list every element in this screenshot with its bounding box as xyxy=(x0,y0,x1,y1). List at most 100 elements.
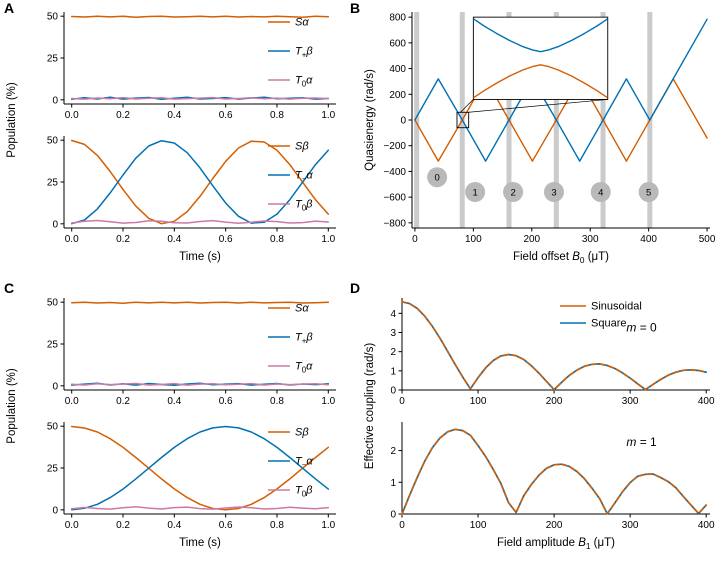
y-tick-label: 0 xyxy=(390,510,396,521)
resonance-order-number: 0 xyxy=(434,173,439,184)
legend-label: Square xyxy=(591,318,626,330)
y-tick-label: 1 xyxy=(390,366,396,377)
chart-panel-a-top: 0.0 0.2 0.4 0.6 0.8 1.0 0 25 50 Sα T+β T0α xyxy=(47,12,336,121)
x-tick-label: 1.0 xyxy=(321,234,335,245)
series-T-minus-alpha xyxy=(70,425,330,511)
panel-label-b: B xyxy=(350,0,361,16)
resonance-order-number: 3 xyxy=(551,188,556,199)
x-tick-label: 0.6 xyxy=(219,110,233,121)
y-tick-label: 0 xyxy=(52,381,58,392)
x-tick-label: 0.4 xyxy=(167,110,181,121)
x-tick-label: 0.2 xyxy=(116,234,130,245)
x-tick-label: 0.4 xyxy=(167,234,181,245)
series-T0-alpha xyxy=(70,382,330,386)
panel-label-c: C xyxy=(4,280,15,296)
y-tick-label: 3 xyxy=(390,328,396,339)
zoom-connector-line xyxy=(460,99,474,113)
chart-panel-a-bottom: 0.0 0.2 0.4 0.6 0.8 1.0 0 25 50 Time (s) Sβ T−α T0β xyxy=(47,136,336,263)
x-tick-label: 0.6 xyxy=(219,234,233,245)
y-axis-title-population-c: Population (%) xyxy=(6,368,18,444)
x-tick-label: 1.0 xyxy=(321,110,335,121)
x-tick-label: 0.8 xyxy=(270,110,284,121)
resonance-order-circle xyxy=(543,182,564,202)
series-T0-beta xyxy=(70,219,330,225)
x-tick-label: 200 xyxy=(523,234,540,245)
x-tick-label: 0.2 xyxy=(116,520,130,531)
y-tick-label: 0 xyxy=(52,95,58,106)
y-tick-label: 25 xyxy=(47,340,59,351)
x-tick-label: 100 xyxy=(470,520,487,531)
y-tick-label: 4 xyxy=(390,309,396,320)
y-tick-label: 50 xyxy=(47,422,59,433)
x-tick-label: 100 xyxy=(470,396,487,407)
legend-label: Sα xyxy=(295,17,309,29)
inset-lower-branch xyxy=(473,64,609,99)
y-tick-label: 2 xyxy=(390,446,396,457)
panel-label-d: D xyxy=(350,280,361,296)
x-tick-label: 0.8 xyxy=(270,234,284,245)
resonance-order-circle xyxy=(638,182,659,202)
x-tick-label: 200 xyxy=(546,520,563,531)
x-tick-label: 0.6 xyxy=(219,520,233,531)
legend-label: Sα xyxy=(295,303,309,315)
x-tick-label: 0.6 xyxy=(219,396,233,407)
x-tick-label: 0.0 xyxy=(65,110,79,121)
axes xyxy=(60,12,336,108)
y-tick-label: 600 xyxy=(389,38,406,49)
y-tick-label: 25 xyxy=(47,54,59,65)
axes xyxy=(398,298,710,394)
series-S-alpha xyxy=(70,301,330,304)
x-tick-label: 0 xyxy=(399,520,405,531)
resonance-order-number: 4 xyxy=(598,188,603,199)
series-square xyxy=(401,428,708,515)
chart-panel-b: 0 100 200 300 400 500 −800 −600 −400 −200 0 200 400 6… xyxy=(383,12,716,265)
x-tick-label: 400 xyxy=(640,234,657,245)
legend-label: T+β xyxy=(295,46,313,60)
legend-label: T−α xyxy=(295,170,313,184)
x-tick-label: 0.0 xyxy=(65,520,79,531)
x-tick-label: 300 xyxy=(622,520,639,531)
resonance-band xyxy=(414,12,420,228)
inset-upper-branch xyxy=(473,18,609,53)
x-tick-label: 1.0 xyxy=(321,520,335,531)
y-tick-label: 1 xyxy=(390,478,396,489)
x-tick-label: 1.0 xyxy=(321,396,335,407)
y-tick-label: 0 xyxy=(52,505,58,516)
y-tick-label: −600 xyxy=(383,193,406,204)
x-tick-label: 0.2 xyxy=(116,110,130,121)
x-axis-title: Time (s) xyxy=(179,537,221,549)
x-tick-label: 0.2 xyxy=(116,396,130,407)
y-tick-label: 50 xyxy=(47,12,59,23)
legend-label: T0β xyxy=(295,485,313,499)
y-axis-title-population-a: Population (%) xyxy=(6,82,18,158)
resonance-order-number: 1 xyxy=(472,188,477,199)
y-tick-label: 25 xyxy=(47,178,59,189)
x-tick-label: 500 xyxy=(699,234,716,245)
legend-label: T+β xyxy=(295,332,313,346)
x-axis-title: Field offset B0 (μT) xyxy=(513,251,609,265)
y-tick-label: 800 xyxy=(389,13,406,24)
legend-label: T0α xyxy=(295,75,313,89)
x-tick-label: 400 xyxy=(698,396,715,407)
chart-panel-d-top: 0 100 200 300 400 0 1 2 3 4 Sinusoidal Square m = 0 xyxy=(390,298,715,407)
axes xyxy=(60,298,336,394)
resonance-order-circle xyxy=(465,182,486,202)
y-tick-label: −200 xyxy=(383,141,406,152)
legend-label: Sinusoidal xyxy=(591,301,642,313)
y-tick-label: 2 xyxy=(390,347,396,358)
series-sinusoidal xyxy=(401,300,708,391)
series-square xyxy=(401,300,708,391)
legend-label: T0β xyxy=(295,199,313,213)
y-tick-label: 25 xyxy=(47,464,59,475)
resonance-order-number: 2 xyxy=(510,188,515,199)
y-tick-label: −400 xyxy=(383,167,406,178)
x-tick-label: 0.8 xyxy=(270,396,284,407)
y-tick-label: 50 xyxy=(47,298,59,309)
axes xyxy=(60,422,336,518)
x-tick-label: 0 xyxy=(399,396,405,407)
axes xyxy=(408,12,710,232)
chart-panel-c-bottom: 0.0 0.2 0.4 0.6 0.8 1.0 0 25 50 Time (s) Sβ T−α T0β xyxy=(47,422,336,549)
x-tick-label: 100 xyxy=(465,234,482,245)
x-tick-label: 0.0 xyxy=(65,396,79,407)
resonance-order-circle xyxy=(590,182,611,202)
